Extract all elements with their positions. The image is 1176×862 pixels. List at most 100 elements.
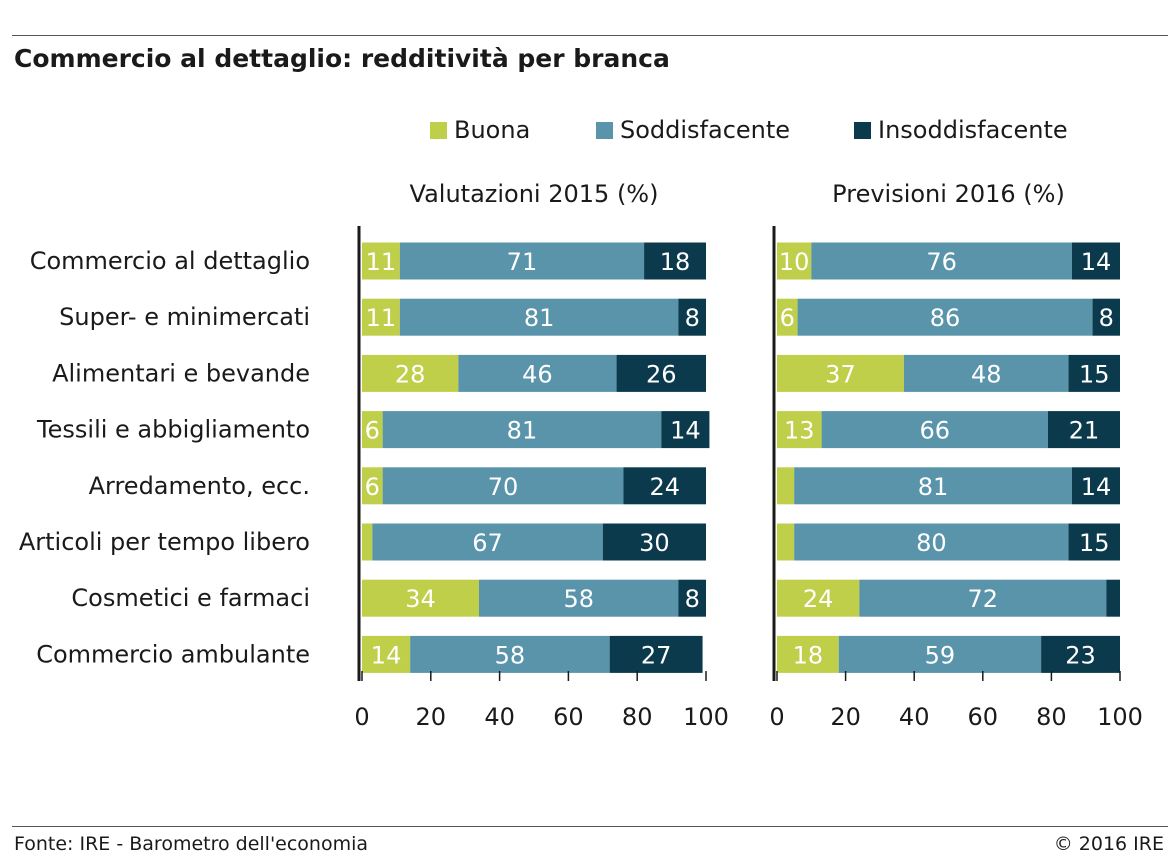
- data-label-2016-articoli-per-tempo-libero-insoddisfacente: 15: [1079, 529, 1110, 557]
- bar-2016-articoli-per-tempo-libero-soddisfacente: [794, 523, 1069, 561]
- data-label-2016-commercio-ambulante-insoddisfacente: 23: [1065, 641, 1096, 669]
- legend-label-buona: Buona: [454, 116, 531, 144]
- data-label-2016-tessili-e-abbigliamento-insoddisfacente: 21: [1069, 417, 1100, 445]
- bar-2015-commercio-ambulante-buona: [362, 635, 411, 673]
- category-label-commercio-al-dettaglio: Commercio al dettaglio: [30, 247, 310, 275]
- panel-title-1: Valutazioni 2015 (%): [410, 180, 659, 208]
- x-tick-label-1-100: 100: [683, 703, 729, 731]
- data-label-2015-commercio-ambulante-soddisfacente: 58: [495, 641, 526, 669]
- bar-2016-commercio-ambulante-buona: [777, 635, 839, 673]
- bottom-rule: [12, 826, 1168, 827]
- data-label-2015-alimentari-e-bevande-insoddisfacente: 26: [646, 360, 677, 388]
- bar-2015-commercio-al-dettaglio-soddisfacente: [399, 242, 645, 280]
- panel-title-2: Previsioni 2016 (%): [832, 180, 1065, 208]
- bar-2015-articoli-per-tempo-libero-soddisfacente: [372, 523, 603, 561]
- bar-2015-commercio-ambulante-insoddisfacente: [609, 635, 703, 673]
- x-tick-label-1-80: 80: [622, 703, 653, 731]
- bar-2016-super-e-minimercati-buona: [777, 298, 798, 336]
- bar-2015-cosmetici-e-farmaci-soddisfacente: [478, 579, 679, 617]
- data-label-2015-tessili-e-abbigliamento-soddisfacente: 81: [507, 417, 538, 445]
- bar-2016-cosmetici-e-farmaci-soddisfacente: [859, 579, 1107, 617]
- x-tick-label-1-40: 40: [484, 703, 515, 731]
- legend-label-insoddisfacente: Insoddisfacente: [878, 116, 1068, 144]
- bar-2015-tessili-e-abbigliamento-buona: [362, 411, 383, 449]
- legend-swatch-insoddisfacente: [854, 121, 871, 139]
- data-label-2015-cosmetici-e-farmaci-insoddisfacente: 8: [685, 585, 700, 613]
- category-label-commercio-ambulante: Commercio ambulante: [36, 640, 310, 668]
- category-label-tessili-e-abbigliamento: Tessili e abbigliamento: [36, 416, 310, 444]
- bar-2015-tessili-e-abbigliamento-soddisfacente: [382, 411, 662, 449]
- x-tick-label-1-60: 60: [553, 703, 584, 731]
- category-label-alimentari-e-bevande: Alimentari e bevande: [52, 359, 310, 387]
- bar-2016-commercio-al-dettaglio-soddisfacente: [811, 242, 1072, 280]
- bar-2016-alimentari-e-bevande-insoddisfacente: [1068, 354, 1120, 392]
- bar-2015-tessili-e-abbigliamento-insoddisfacente: [661, 411, 710, 449]
- bar-2015-arredamento-ecc-soddisfacente: [382, 467, 624, 505]
- data-label-2015-commercio-al-dettaglio-insoddisfacente: 18: [660, 248, 691, 276]
- bar-2016-arredamento-ecc-soddisfacente: [794, 467, 1072, 505]
- legend-item-insoddisfacente: Insoddisfacente: [854, 116, 1068, 144]
- data-label-2015-cosmetici-e-farmaci-buona: 34: [405, 585, 436, 613]
- data-label-2015-commercio-al-dettaglio-soddisfacente: 71: [507, 248, 538, 276]
- bar-2016-arredamento-ecc-buona: [777, 467, 795, 505]
- bar-2016-commercio-al-dettaglio-buona: [777, 242, 812, 280]
- bar-2016-alimentari-e-bevande-soddisfacente: [903, 354, 1069, 392]
- bar-2015-articoli-per-tempo-libero-buona: [362, 523, 373, 561]
- data-label-2015-arredamento-ecc-insoddisfacente: 24: [649, 473, 680, 501]
- data-label-2015-super-e-minimercati-soddisfacente: 81: [524, 304, 555, 332]
- data-label-2015-articoli-per-tempo-libero-soddisfacente: 67: [472, 529, 503, 557]
- x-tick-label-1-0: 0: [354, 703, 369, 731]
- bar-2016-super-e-minimercati-soddisfacente: [797, 298, 1093, 336]
- data-label-2015-tessili-e-abbigliamento-buona: 6: [365, 417, 380, 445]
- data-label-2016-commercio-al-dettaglio-soddisfacente: 76: [926, 248, 957, 276]
- legend-swatch-buona: [430, 121, 447, 139]
- category-label-articoli-per-tempo-libero: Articoli per tempo libero: [19, 528, 310, 556]
- x-tick-label-2-40: 40: [899, 703, 930, 731]
- category-label-arredamento-ecc: Arredamento, ecc.: [89, 472, 310, 500]
- bar-2015-cosmetici-e-farmaci-insoddisfacente: [678, 579, 706, 617]
- data-label-2016-articoli-per-tempo-libero-soddisfacente: 80: [916, 529, 947, 557]
- bar-2015-arredamento-ecc-buona: [362, 467, 383, 505]
- bar-2016-cosmetici-e-farmaci-insoddisfacente: [1106, 579, 1120, 617]
- data-label-2016-tessili-e-abbigliamento-buona: 13: [784, 417, 815, 445]
- data-label-2015-tessili-e-abbigliamento-insoddisfacente: 14: [670, 417, 701, 445]
- data-label-2015-articoli-per-tempo-libero-insoddisfacente: 30: [639, 529, 670, 557]
- bar-2016-articoli-per-tempo-libero-insoddisfacente: [1068, 523, 1120, 561]
- bar-2015-super-e-minimercati-insoddisfacente: [678, 298, 706, 336]
- data-label-2016-commercio-al-dettaglio-buona: 10: [779, 248, 810, 276]
- bar-2016-tessili-e-abbigliamento-soddisfacente: [821, 411, 1048, 449]
- x-tick-label-1-20: 20: [416, 703, 447, 731]
- data-label-2016-cosmetici-e-farmaci-soddisfacente: 72: [968, 585, 999, 613]
- data-label-2016-commercio-ambulante-soddisfacente: 59: [925, 641, 956, 669]
- bar-2016-cosmetici-e-farmaci-buona: [777, 579, 860, 617]
- stacked-bar-charts: Valutazioni 2015 (%) Commercio al dettagl…: [19, 180, 1143, 731]
- data-label-2015-commercio-ambulante-buona: 14: [371, 641, 402, 669]
- data-label-2015-super-e-minimercati-buona: 11: [366, 304, 397, 332]
- x-tick-label-2-20: 20: [830, 703, 861, 731]
- source-note: Fonte: IRE - Barometro dell'economia: [14, 833, 369, 855]
- x-tick-label-2-60: 60: [968, 703, 999, 731]
- bar-2015-super-e-minimercati-buona: [362, 298, 400, 336]
- bar-2016-commercio-al-dettaglio-insoddisfacente: [1071, 242, 1120, 280]
- category-label-super-e-minimercati: Super- e minimercati: [59, 303, 310, 331]
- bar-2015-super-e-minimercati-soddisfacente: [399, 298, 679, 336]
- x-tick-label-2-100: 100: [1097, 703, 1143, 731]
- data-label-2015-arredamento-ecc-soddisfacente: 70: [488, 473, 519, 501]
- legend-label-soddisfacente: Soddisfacente: [620, 116, 791, 144]
- data-label-2016-alimentari-e-bevande-buona: 37: [825, 360, 856, 388]
- bar-2015-commercio-al-dettaglio-insoddisfacente: [644, 242, 706, 280]
- legend-item-soddisfacente: Soddisfacente: [596, 116, 790, 144]
- data-label-2016-commercio-al-dettaglio-insoddisfacente: 14: [1081, 248, 1112, 276]
- bar-2015-commercio-al-dettaglio-buona: [362, 242, 400, 280]
- bar-2016-tessili-e-abbigliamento-buona: [777, 411, 822, 449]
- data-label-2016-arredamento-ecc-soddisfacente: 81: [918, 473, 949, 501]
- bar-2016-commercio-ambulante-insoddisfacente: [1041, 635, 1120, 673]
- data-label-2016-super-e-minimercati-insoddisfacente: 8: [1099, 304, 1114, 332]
- data-label-2016-super-e-minimercati-buona: 6: [780, 304, 795, 332]
- bar-2016-tessili-e-abbigliamento-insoddisfacente: [1047, 411, 1120, 449]
- data-label-2016-alimentari-e-bevande-insoddisfacente: 15: [1079, 360, 1110, 388]
- bar-2015-arredamento-ecc-insoddisfacente: [623, 467, 706, 505]
- data-label-2015-super-e-minimercati-insoddisfacente: 8: [685, 304, 700, 332]
- data-label-2016-tessili-e-abbigliamento-soddisfacente: 66: [920, 417, 951, 445]
- bar-2015-alimentari-e-bevande-soddisfacente: [458, 354, 617, 392]
